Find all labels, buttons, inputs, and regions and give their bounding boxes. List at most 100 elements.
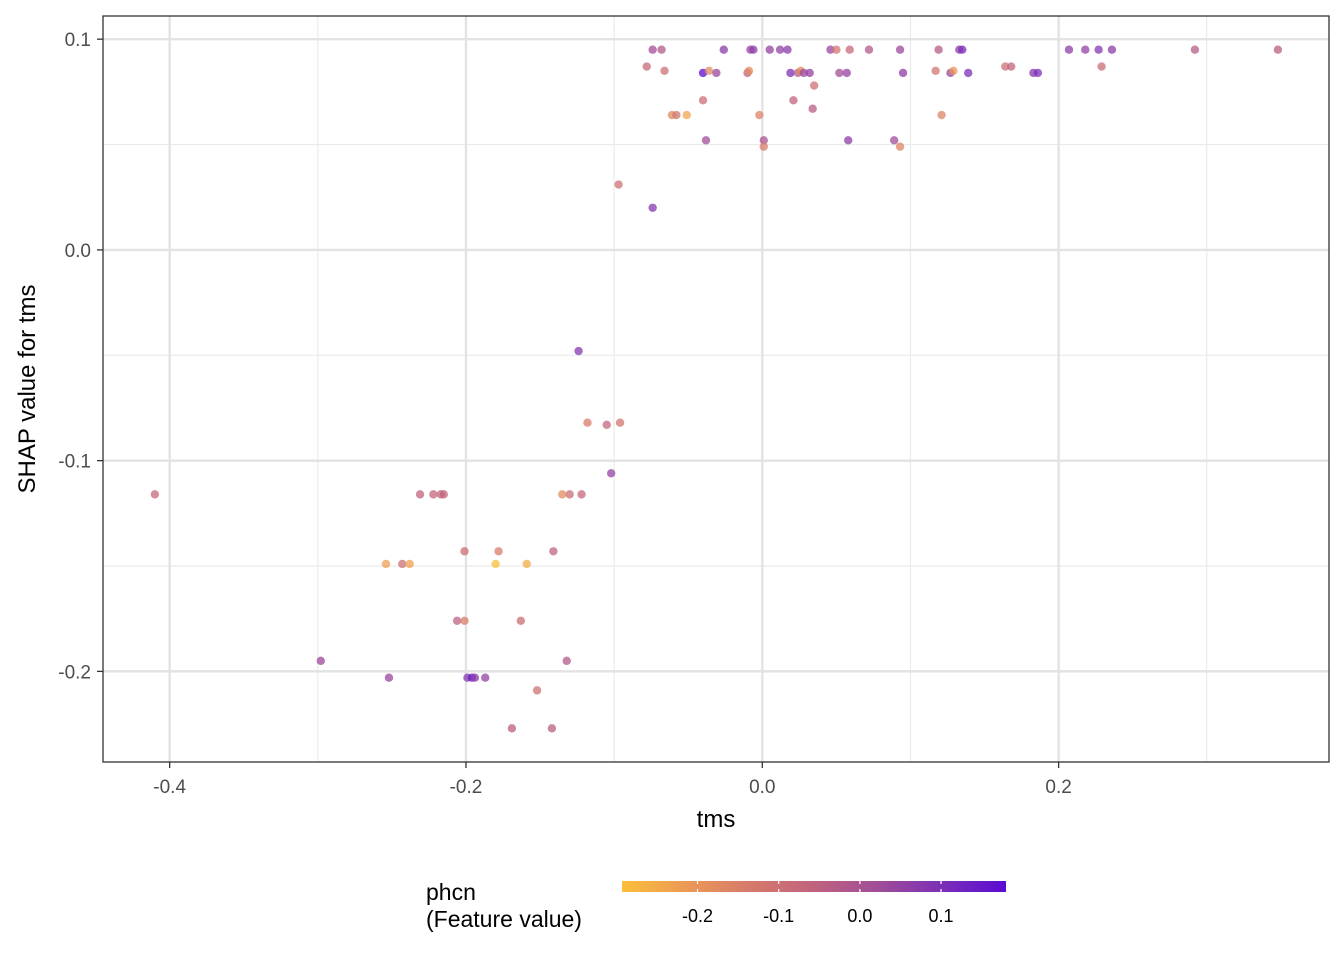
data-point: [1033, 68, 1043, 78]
data-point: [648, 45, 657, 54]
data-point: [958, 45, 967, 54]
data-point: [398, 559, 407, 569]
legend-colorbar: [622, 881, 1006, 892]
data-point: [672, 110, 681, 120]
data-point: [789, 96, 798, 105]
data-point: [775, 45, 785, 54]
data-point: [712, 68, 721, 78]
legend-title-line2: (Feature value): [426, 906, 582, 932]
data-point: [832, 45, 841, 54]
x-axis-title: tms: [697, 806, 736, 833]
data-point: [701, 136, 711, 145]
data-point: [826, 45, 835, 54]
legend-title-line1: phcn: [426, 879, 476, 905]
data-point: [895, 142, 905, 151]
data-point: [452, 616, 462, 626]
data-point: [749, 45, 758, 54]
data-point: [602, 420, 611, 430]
data-point: [759, 136, 768, 145]
y-tick-label: -0.1: [58, 452, 91, 473]
data-point: [864, 45, 874, 54]
data-point: [934, 45, 943, 54]
data-point: [642, 62, 651, 71]
data-point: [648, 203, 657, 212]
data-point: [558, 490, 567, 499]
data-point: [1007, 62, 1016, 71]
x-tick-label: -0.2: [450, 777, 483, 798]
data-point: [704, 66, 714, 75]
data-point: [381, 559, 391, 569]
data-point: [835, 68, 844, 78]
data-point: [682, 110, 691, 120]
data-point: [931, 66, 940, 75]
y-axis-title: SHAP value for tms: [14, 285, 41, 494]
y-tick-label: 0.0: [65, 241, 91, 262]
data-point: [481, 673, 490, 682]
color-legend: phcn (Feature value) -0.2 -0.1 0.0 0.1: [426, 879, 1006, 932]
legend-tick-label: -0.1: [763, 906, 794, 926]
data-point: [316, 656, 325, 666]
y-axis: -0.2 -0.1 0.0 0.1: [58, 30, 103, 683]
data-point: [1081, 45, 1090, 54]
data-point: [614, 180, 623, 189]
x-tick-label: 0.0: [749, 777, 775, 798]
x-tick-label: 0.2: [1045, 777, 1071, 798]
data-point: [844, 136, 853, 145]
data-point: [470, 673, 480, 682]
data-point: [606, 469, 616, 478]
data-point: [937, 110, 946, 120]
data-point: [1273, 45, 1283, 54]
data-point: [895, 45, 905, 54]
data-point: [491, 559, 500, 569]
data-point: [460, 616, 469, 626]
x-tick-label: -0.4: [153, 777, 186, 798]
data-point: [719, 45, 728, 54]
data-point: [744, 66, 754, 75]
data-point: [1097, 62, 1106, 71]
data-point: [405, 559, 414, 569]
minor-gridlines: [103, 16, 1329, 762]
data-point: [809, 81, 819, 90]
data-point: [574, 346, 583, 356]
x-axis: -0.4 -0.2 0.0 0.2: [153, 762, 1072, 798]
data-point: [845, 45, 854, 54]
plot-panel-border: [102, 15, 1330, 763]
data-point: [964, 68, 973, 78]
data-point: [805, 68, 814, 78]
data-point: [755, 110, 764, 120]
data-point: [507, 724, 517, 733]
data-point: [660, 66, 669, 75]
legend-tick-label: 0.1: [929, 906, 954, 926]
data-point: [615, 418, 625, 427]
data-point: [494, 547, 503, 556]
legend-tick-label: -0.2: [682, 906, 713, 926]
data-point: [562, 656, 571, 666]
data-point: [522, 559, 531, 569]
data-point: [1107, 45, 1117, 54]
data-point: [547, 724, 557, 733]
major-gridlines: [103, 16, 1329, 762]
data-point: [698, 96, 708, 105]
data-point: [439, 490, 448, 499]
data-point: [759, 142, 768, 151]
data-point: [1001, 62, 1010, 71]
data-point: [799, 68, 808, 78]
data-point: [429, 490, 438, 499]
data-point: [150, 490, 160, 499]
data-point: [783, 45, 792, 54]
legend-ticks: -0.2 -0.1 0.0 0.1: [682, 881, 954, 926]
data-point: [532, 686, 542, 695]
data-point: [808, 104, 817, 113]
data-point: [577, 490, 586, 499]
y-tick-label: -0.2: [58, 662, 91, 683]
data-point: [549, 547, 558, 556]
data-point: [898, 68, 908, 78]
data-point: [384, 673, 394, 682]
data-point: [1190, 45, 1200, 54]
data-point: [460, 547, 469, 556]
data-point: [765, 45, 774, 54]
y-tick-label: 0.1: [65, 30, 91, 51]
data-point: [889, 136, 899, 145]
data-points: [150, 45, 1283, 733]
